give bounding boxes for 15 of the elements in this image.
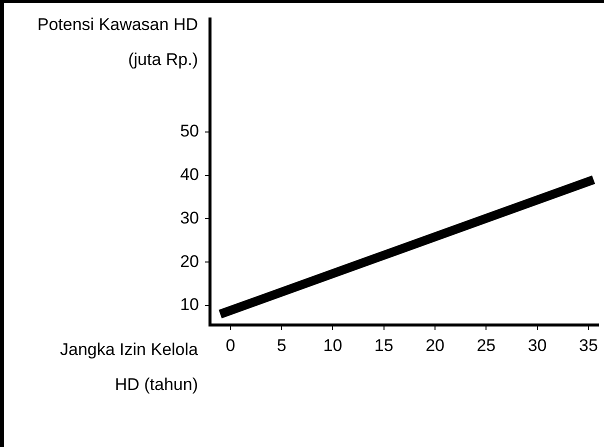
y-axis-title: Potensi Kawasan HD (juta Rp.) [37, 15, 198, 70]
x-tick-label: 25 [476, 336, 496, 355]
x-tick-label: 15 [374, 336, 394, 355]
y-tick-label: 50 [180, 122, 199, 141]
x-tick-label: 10 [323, 336, 342, 355]
x-tick-label: 5 [276, 336, 286, 355]
x-tick-label: 30 [528, 336, 547, 355]
x-axis-title: Jangka Izin Kelola HD (tahun) [60, 340, 199, 394]
y-tick-label: 40 [180, 165, 199, 184]
x-tick-label: 35 [578, 336, 598, 355]
y-tick-label: 10 [180, 295, 199, 314]
y-tick-label: 30 [180, 208, 199, 228]
y-tick-label: 20 [180, 252, 199, 271]
x-tick-label: 0 [226, 336, 236, 355]
x-tick-label: 20 [426, 336, 444, 355]
